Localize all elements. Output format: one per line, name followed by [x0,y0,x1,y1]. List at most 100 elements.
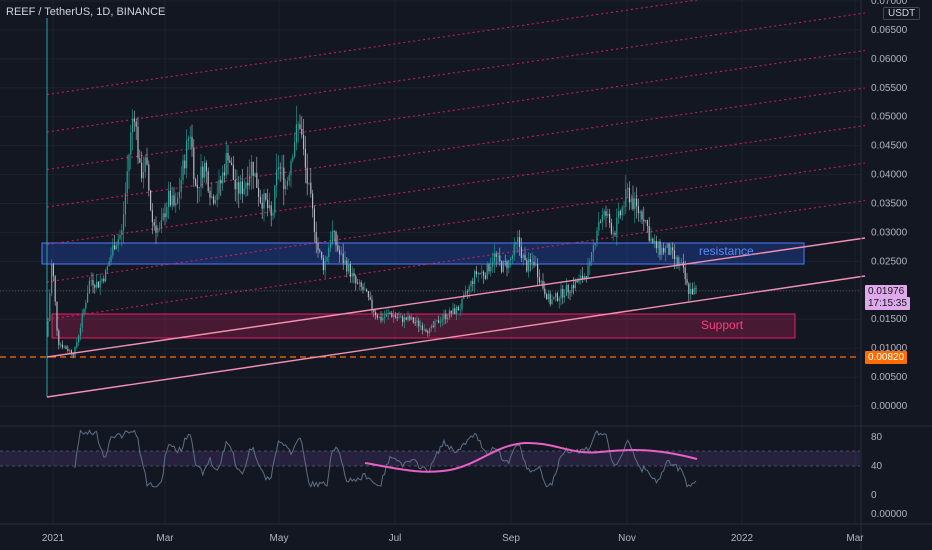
candle-body [510,258,512,261]
candle-body [439,321,441,323]
candle-body [546,294,548,300]
candle-body [520,246,522,258]
candle-body [153,222,155,226]
candle-body [630,198,632,203]
candle-body [187,138,189,141]
candle-body [315,232,317,244]
candle-body [200,166,202,188]
candle-body [348,263,350,272]
candle-body [328,247,330,257]
candle-body [403,317,405,323]
candle-body [292,156,294,161]
rsi-tick-label: 80 [871,432,883,443]
candle-body [105,270,107,282]
candle-body [376,315,378,318]
time-tick-label: Nov [618,533,636,544]
candle-body [346,260,348,272]
candle-body [475,271,477,275]
candle-body [603,211,605,215]
resistance-zone[interactable] [41,242,805,265]
candle-body [393,315,395,317]
candle-body [490,266,492,272]
candle-body [447,317,449,320]
candle-body [504,261,506,263]
candle-body [133,118,135,122]
candle-body [317,243,319,251]
candle-body [349,263,351,277]
candle-body [65,346,67,349]
candle-body [106,266,108,271]
candle-body [117,238,119,246]
candle-body [72,353,74,356]
candle-body [198,187,200,189]
candle-body [339,250,341,255]
candle-body [344,260,346,264]
candle-body [180,180,182,192]
candle-body [465,291,467,295]
candle-body [70,350,72,354]
candle-body [258,187,260,197]
candle-body [351,273,353,277]
candle-body [612,232,614,234]
candle-body [459,309,461,311]
grid [0,0,860,524]
lower-trendline[interactable] [46,275,866,398]
upper-trendline[interactable] [46,237,866,358]
candle-body [645,220,647,222]
candle-body [646,220,648,226]
candle-body [650,238,652,241]
candle-body [162,213,164,221]
candle-body [178,191,180,198]
candle-body [673,250,675,260]
price-tick-label: 0.01500 [871,314,908,325]
candle-body [457,306,459,311]
candle-body [535,264,537,266]
candle-body [420,325,422,327]
candle-body [364,289,366,291]
candle-body [517,237,519,242]
candle-body [92,280,94,286]
candle-body [330,242,332,248]
currency-unit-badge[interactable]: USDT [883,7,921,20]
candle-body [119,234,121,239]
candle-body [47,321,49,337]
candle-body [274,185,276,214]
candle-body [621,207,623,216]
time-axis[interactable]: 2021 Mar May Jul Sep Nov 2022 Mar [42,533,864,544]
candle-body [150,190,152,211]
candle-body [553,297,555,300]
candle-body [252,161,254,177]
candle-body [655,240,657,249]
time-tick-label: 2021 [42,533,65,544]
candle-body [189,136,191,139]
time-tick-label: Sep [502,533,520,544]
candle-body [218,179,220,194]
candle-body [99,280,101,288]
candle-body [290,160,292,176]
candle-body [693,288,695,295]
candle-body [56,301,58,331]
candle-body [159,228,161,230]
candle-body [87,293,89,303]
candle-body [513,244,515,256]
candle-body [250,161,252,176]
candle-body [337,245,339,251]
support-zone[interactable] [51,313,796,339]
candle-body [468,286,470,292]
candle-body [157,228,159,233]
candle-body [286,180,288,186]
candle-body [495,253,497,257]
candle-body [492,262,494,267]
candle-body [76,342,78,348]
rsi-axis[interactable]: 80 40 0 0.00000 [871,432,908,520]
candle-body [160,220,162,229]
candle-body [97,281,99,288]
candle-body [263,193,265,209]
candle-body [582,275,584,280]
candle-body [466,291,468,293]
candle-body [636,198,638,207]
candle-body [405,317,407,320]
symbol-title[interactable]: REEF / TetherUS, 1D, BINANCE [6,6,166,18]
candle-body [688,283,690,294]
